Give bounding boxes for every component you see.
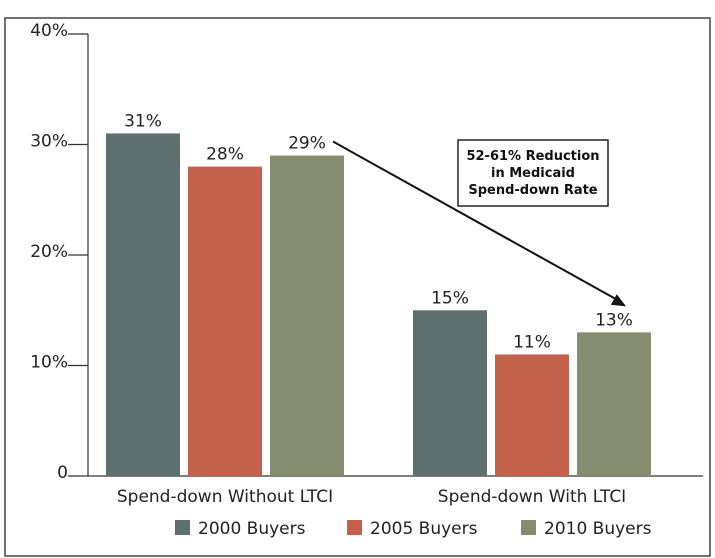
legend-label: 2000 Buyers — [198, 519, 306, 539]
annotation-text: Spend-down Rate — [468, 183, 597, 198]
annotation-text: 52-61% Reduction — [466, 149, 599, 164]
legend-swatch — [175, 520, 190, 535]
bar-value-label: 31% — [124, 111, 162, 131]
bar-value-label: 15% — [431, 288, 469, 308]
annotation-box — [457, 139, 609, 207]
y-tick-label: 40% — [30, 21, 68, 41]
y-tick-label: 10% — [30, 353, 68, 373]
y-axis: 0 10% 20% 30% 40% — [30, 21, 89, 483]
legend-swatch — [347, 520, 362, 535]
bar — [188, 166, 262, 476]
category-label: Spend-down Without LTCI — [117, 487, 333, 507]
bars-group — [106, 133, 651, 477]
legend-label: 2005 Buyers — [370, 519, 478, 539]
bar-value-label: 29% — [288, 134, 326, 154]
bar-value-label: 13% — [595, 310, 633, 330]
bar — [413, 310, 487, 476]
y-tick-label: 30% — [30, 132, 68, 152]
annotation-arrow-line — [332, 140, 621, 303]
legend-label: 2010 Buyers — [544, 519, 652, 539]
legend: 2000 Buyers 2005 Buyers 2010 Buyers — [175, 519, 652, 539]
bar — [270, 155, 344, 477]
annotation-text: in Medicaid — [491, 166, 575, 181]
annotation-arrow-head — [610, 294, 626, 307]
bar — [495, 354, 569, 476]
y-tick-label: 20% — [30, 242, 68, 262]
bar-value-label: 11% — [513, 332, 551, 352]
bar — [106, 133, 180, 476]
bar-value-label: 28% — [206, 145, 244, 165]
y-tick-label: 0 — [57, 463, 68, 483]
bar — [577, 332, 651, 476]
legend-swatch — [521, 520, 536, 535]
value-labels-group: 31% 15% 28% 11% 29% 13% — [124, 111, 633, 352]
category-label: Spend-down With LTCI — [438, 487, 626, 507]
category-labels-group: Spend-down Without LTCI Spend-down With L… — [117, 487, 626, 507]
annotation-group: 52-61% Reduction in Medicaid Spend-down Ra… — [332, 139, 626, 307]
